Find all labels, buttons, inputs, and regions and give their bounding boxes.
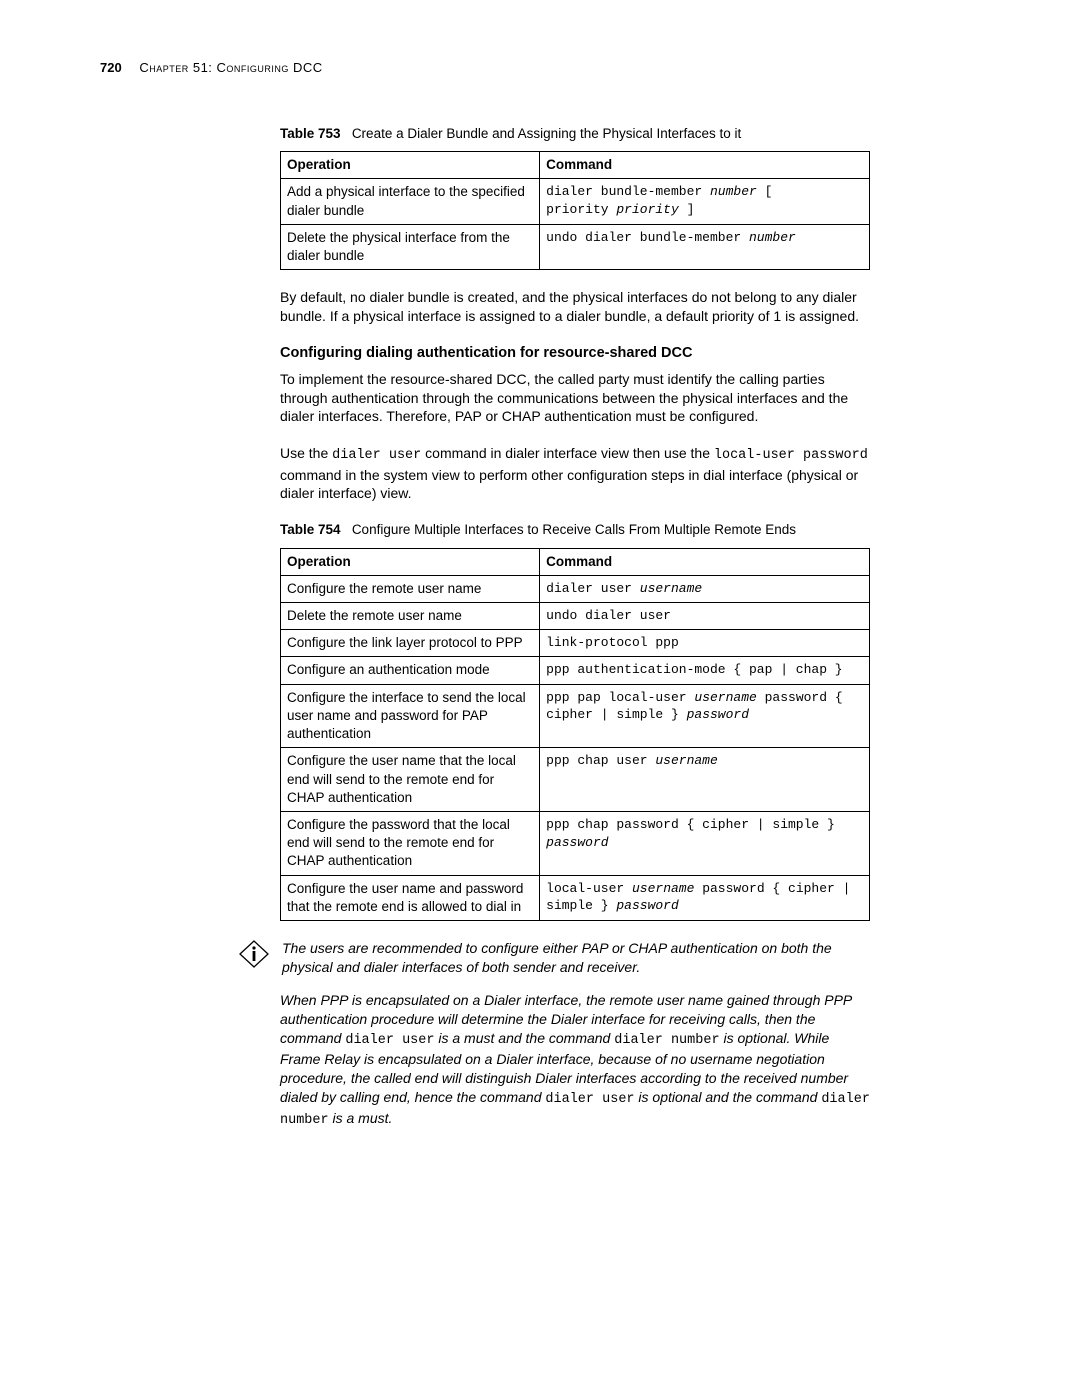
info-icon: [238, 939, 270, 969]
chapter-label: Chapter 51: Configuring DCC: [139, 60, 322, 75]
table-753-caption: Table 753 Create a Dialer Bundle and Ass…: [280, 125, 870, 143]
table-753-caption-text: Create a Dialer Bundle and Assigning the…: [352, 126, 741, 141]
cell-command: dialer bundle-member number [ priority p…: [540, 179, 870, 224]
page-header: 720 Chapter 51: Configuring DCC: [100, 60, 980, 75]
table-row: Configure the remote user name dialer us…: [281, 575, 870, 602]
table-row: Delete the remote user name undo dialer …: [281, 602, 870, 629]
table-754-caption: Table 754 Configure Multiple Interfaces …: [280, 521, 870, 539]
paragraph: Use the dialer user command in dialer in…: [280, 444, 870, 503]
page-number: 720: [100, 60, 122, 75]
table-row: Configure the interface to send the loca…: [281, 684, 870, 748]
table-754-label: Table 754: [280, 522, 341, 537]
table-row: Configure an authentication mode ppp aut…: [281, 657, 870, 684]
table-row: Configure the user name and password tha…: [281, 875, 870, 920]
italic-paragraph: When PPP is encapsulated on a Dialer int…: [280, 991, 870, 1130]
table-row: Configure the user name that the local e…: [281, 748, 870, 812]
cell-operation: Delete the physical interface from the d…: [281, 224, 540, 269]
table-753-col-cmd: Command: [540, 152, 870, 179]
table-754-col-cmd: Command: [540, 548, 870, 575]
table-754-caption-text: Configure Multiple Interfaces to Receive…: [352, 522, 796, 537]
table-753-col-op: Operation: [281, 152, 540, 179]
subheading: Configuring dialing authentication for r…: [280, 344, 870, 364]
table-753-label: Table 753: [280, 126, 341, 141]
cell-operation: Add a physical interface to the specifie…: [281, 179, 540, 224]
table-753: Operation Command Add a physical interfa…: [280, 151, 870, 270]
table-row: Configure the link layer protocol to PPP…: [281, 630, 870, 657]
table-row: Delete the physical interface from the d…: [281, 224, 870, 269]
table-754-col-op: Operation: [281, 548, 540, 575]
cell-command: undo dialer bundle-member number: [540, 224, 870, 269]
table-754: Operation Command Configure the remote u…: [280, 548, 870, 922]
paragraph: To implement the resource-shared DCC, th…: [280, 370, 870, 427]
content-area: Table 753 Create a Dialer Bundle and Ass…: [280, 125, 870, 1130]
table-row: Add a physical interface to the specifie…: [281, 179, 870, 224]
table-row: Configure the password that the local en…: [281, 811, 870, 875]
note-text: The users are recommended to configure e…: [282, 939, 870, 977]
paragraph: By default, no dialer bundle is created,…: [280, 288, 870, 326]
note-block: The users are recommended to configure e…: [280, 939, 870, 977]
